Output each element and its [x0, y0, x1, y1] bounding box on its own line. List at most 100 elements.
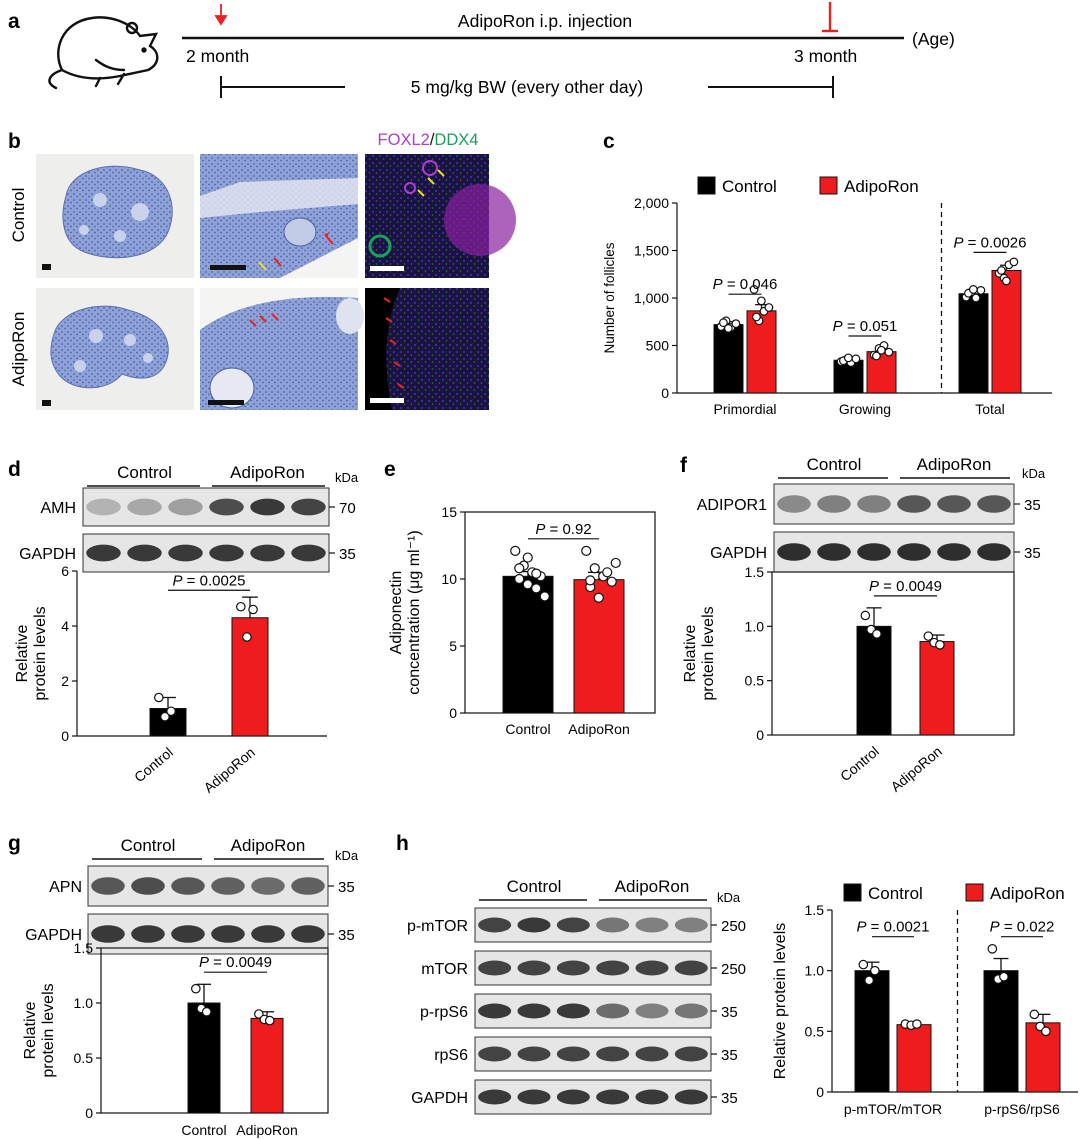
p-value-label: P = 0.022 — [990, 919, 1055, 936]
blot-d: Control AdipoRon kDa AMH 70 GAPDH 35 — [19, 463, 359, 573]
data-point — [1029, 1009, 1040, 1020]
blot-band — [777, 543, 811, 561]
blot-label-gapdh: GAPDH — [710, 545, 767, 562]
blot-label-adipor1: ADIPOR1 — [697, 497, 767, 514]
blot-band — [478, 1046, 512, 1062]
panel-letter-a: a — [8, 10, 20, 33]
blot-label-mtor: mTOR — [421, 961, 468, 978]
p-value-label: P = 0.051 — [833, 318, 898, 335]
blot-band — [211, 925, 245, 943]
panel-letter-d: d — [8, 458, 21, 481]
panel-a: a AdipoRon i.p. injection 2 month 3 mont… — [8, 2, 955, 98]
chart-e: 0 5 10 15 Adiponectinconcentration (μg ml⁻¹)… — [388, 504, 656, 737]
panel-d: d — [8, 458, 21, 481]
blot-band — [127, 498, 162, 516]
data-point — [522, 579, 533, 590]
blot-strip-p-rps6 — [474, 993, 712, 1029]
data-point — [581, 545, 592, 556]
p-value-label: P = 0.0025 — [173, 572, 246, 589]
blot-band — [977, 543, 1011, 561]
x-tick-label-total: Total — [975, 401, 1005, 417]
blot-band — [291, 498, 326, 516]
x-tick-label-primordial: Primordial — [713, 401, 776, 417]
y-tick-label: 2 — [61, 673, 69, 689]
blot-band — [596, 1003, 630, 1019]
blot-kda-gapdh: 35 — [339, 546, 356, 563]
blot-label-p-mtor: p-mTOR — [407, 918, 468, 935]
p-value-label: P = 0.0021 — [857, 919, 930, 936]
x-tick-label-growing: Growing — [839, 401, 891, 417]
y-axis-label: Adiponectinconcentration (μg ml⁻¹) — [388, 530, 423, 694]
data-point — [864, 975, 874, 986]
x-tick-label-control: Control — [131, 744, 176, 785]
y-tick-label: 0 — [61, 728, 69, 744]
data-point — [843, 353, 853, 363]
blot-label-apn: APN — [49, 879, 82, 896]
data-point — [923, 631, 934, 641]
start-label: 2 month — [186, 46, 249, 66]
p-value-label: P = 0.0026 — [954, 234, 1027, 251]
data-point — [531, 568, 542, 579]
data-point — [514, 573, 525, 585]
data-point — [1001, 276, 1011, 286]
data-point — [606, 576, 617, 587]
blot-band — [517, 1046, 551, 1062]
data-point — [858, 959, 869, 970]
blot-strip-gapdh — [82, 533, 330, 573]
blot-group-control: Control — [507, 877, 562, 896]
blot-kda-header: kDa — [1022, 466, 1046, 481]
y-tick-label: 1.5 — [745, 564, 765, 580]
blot-band — [209, 544, 244, 562]
data-point — [166, 706, 176, 717]
data-point — [912, 1019, 922, 1029]
dose-label: 5 mg/kg BW (every other day) — [411, 77, 643, 97]
chart-c: 0 500 1,000 1,500 2,000 Number of follicles Pr… — [602, 176, 1052, 417]
legend-label-control: Control — [722, 177, 777, 196]
y-tick-label: 1.0 — [74, 995, 94, 1011]
blot-band — [209, 498, 244, 516]
blot-kda-mtor: 250 — [721, 961, 746, 978]
blot-band — [674, 1003, 708, 1019]
y-tick-label: 0.5 — [74, 1050, 94, 1066]
blot-band — [478, 1089, 512, 1105]
micrograph-adiporon-highmag — [200, 288, 364, 410]
data-point — [585, 575, 596, 586]
blot-f: Control AdipoRon kDa ADIPOR1 35 GAPDH 35 — [697, 455, 1046, 573]
data-point — [522, 552, 533, 563]
blot-band — [674, 1089, 708, 1105]
blot-strip-gapdh — [474, 1079, 712, 1115]
data-point — [999, 971, 1009, 982]
timeline-title: AdipoRon i.p. injection — [458, 11, 632, 31]
blot-band — [635, 1089, 669, 1105]
chart-f: 0 0.5 1.0 1.5 Relativeprotein levels Control A… — [682, 564, 1015, 795]
blot-strip-apn — [87, 865, 329, 907]
data-point — [876, 345, 886, 355]
blot-group-adiporon: AdipoRon — [615, 877, 690, 896]
x-tick-label-adiporon: AdipoRon — [568, 721, 630, 737]
end-label: 3 month — [794, 46, 857, 66]
legend-label-adiporon: AdipoRon — [990, 884, 1065, 903]
data-point — [510, 545, 521, 556]
y-tick-label: 2,000 — [634, 195, 669, 211]
blot-band — [171, 925, 205, 943]
data-point — [160, 711, 170, 722]
bar-control-p-mtor-mtor — [854, 970, 890, 1093]
data-point — [870, 965, 880, 976]
blot-strip-adipor1 — [773, 483, 1015, 525]
data-point — [514, 563, 525, 574]
blot-band — [556, 1003, 590, 1019]
panel-b: b FOXL2/DDX4 Control AdipoRon — [8, 130, 516, 410]
blot-kda-apn: 35 — [338, 879, 355, 896]
x-tick-label-control: Control — [837, 743, 882, 784]
blot-band — [251, 877, 285, 895]
blot-band — [635, 1046, 669, 1062]
y-axis-label: Number of follicles — [602, 242, 617, 353]
blot-band — [857, 495, 891, 513]
y-axis-label: Relative protein levels — [772, 923, 789, 1080]
stain-sep: / — [430, 131, 435, 149]
blot-band — [556, 917, 590, 933]
blot-strip-gapdh — [87, 913, 329, 955]
bar-relative-protein-levels-adiporon — [919, 641, 955, 736]
blot-band — [517, 1089, 551, 1105]
